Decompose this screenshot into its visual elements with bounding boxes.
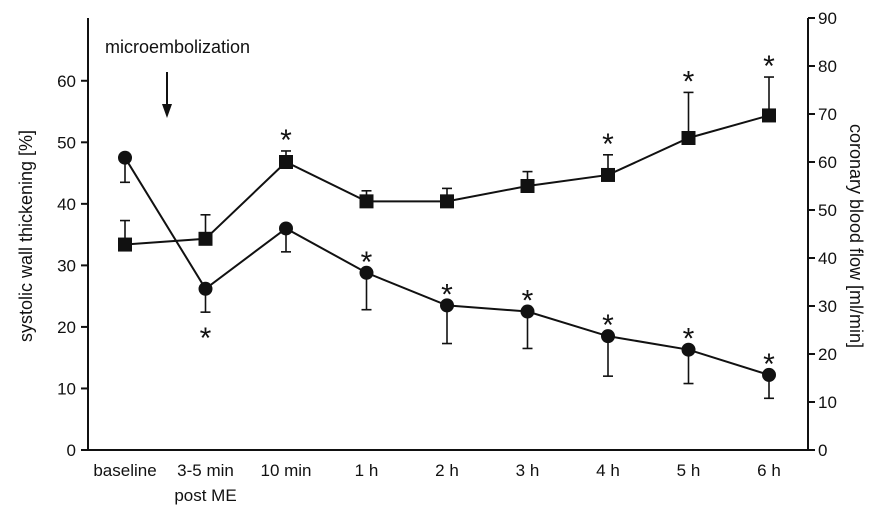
- y-right-tick-label: 50: [818, 201, 837, 220]
- data-point-square: [118, 237, 132, 252]
- significance-marker: *: [522, 285, 534, 318]
- y-right-tick-label: 80: [818, 57, 837, 76]
- y-right-tick-label: 60: [818, 153, 837, 172]
- series-layer: * * * * * * * * * * *: [118, 50, 776, 400]
- y-left-tick-label: 20: [57, 318, 76, 337]
- data-point-square: [762, 108, 776, 123]
- y-right-tick-label: 30: [818, 297, 837, 316]
- series-1-square: * * * *: [118, 50, 776, 252]
- x-tick-label: 3 h: [516, 461, 540, 480]
- significance-marker: *: [683, 65, 695, 98]
- data-point-circle: [601, 329, 615, 344]
- data-point-square: [601, 167, 615, 182]
- y-left-tick-label: 50: [57, 133, 76, 152]
- data-point-circle: [520, 304, 535, 319]
- data-point-square: [198, 231, 213, 246]
- annotation-layer: microembolization: [105, 37, 250, 118]
- data-point-circle: [681, 342, 696, 357]
- significance-marker: *: [361, 246, 373, 279]
- y-axis-left-title: systolic wall thickening [%]: [16, 130, 36, 342]
- axes: 0 10 20 30 40 50 60 0 10 20 30 40 50 60 70 80 90 baseline…: [57, 9, 837, 505]
- significance-marker: *: [763, 50, 775, 83]
- y-axis-right-title: coronary blood flow [ml/min]: [846, 124, 866, 348]
- y-left-tick-label: 30: [57, 256, 76, 275]
- x-tick-label: post ME: [174, 486, 236, 505]
- y-right-tick-label: 0: [818, 441, 827, 460]
- significance-marker: *: [683, 323, 695, 356]
- y-left-tick-label: 0: [67, 441, 76, 460]
- significance-marker: *: [280, 124, 292, 157]
- data-point-square: [279, 155, 293, 169]
- significance-marker: *: [602, 309, 614, 342]
- data-point-circle: [198, 281, 213, 296]
- x-tick-label: 1 h: [355, 461, 379, 480]
- series-line: [124, 114, 770, 246]
- significance-marker: *: [602, 128, 614, 161]
- y-right-tick-label: 40: [818, 249, 837, 268]
- data-point-circle: [279, 221, 293, 236]
- data-point-square: [681, 131, 696, 145]
- data-point-circle: [118, 150, 132, 165]
- data-point-circle: [359, 265, 374, 280]
- data-point-square: [520, 179, 535, 193]
- x-tick-label: 2 h: [435, 461, 459, 480]
- y-right-tick-label: 90: [818, 9, 837, 28]
- y-right-tick-label: 20: [818, 345, 837, 364]
- x-tick-label: 10 min: [260, 461, 311, 480]
- annotation-text: microembolization: [105, 37, 250, 57]
- y-right-tick-label: 10: [818, 393, 837, 412]
- significance-marker: *: [441, 278, 453, 311]
- significance-marker: *: [763, 348, 775, 381]
- significance-marker: *: [200, 322, 212, 355]
- y-left-tick-label: 10: [57, 379, 76, 398]
- x-tick-label: 4 h: [596, 461, 620, 480]
- data-point-circle: [440, 298, 454, 313]
- x-tick-label: baseline: [93, 461, 156, 480]
- y-left-tick-label: 60: [57, 72, 76, 91]
- data-point-square: [359, 194, 374, 209]
- series-0-circle: * * * * * * *: [118, 150, 776, 400]
- y-right-tick-label: 70: [818, 105, 837, 124]
- data-point-square: [440, 194, 454, 209]
- x-tick-label: 6 h: [757, 461, 781, 480]
- y-left-tick-label: 40: [57, 195, 76, 214]
- x-tick-label: 5 h: [677, 461, 701, 480]
- x-tick-label: 3-5 min: [177, 461, 234, 480]
- data-point-circle: [762, 367, 776, 382]
- annotation-arrowhead: [162, 104, 172, 118]
